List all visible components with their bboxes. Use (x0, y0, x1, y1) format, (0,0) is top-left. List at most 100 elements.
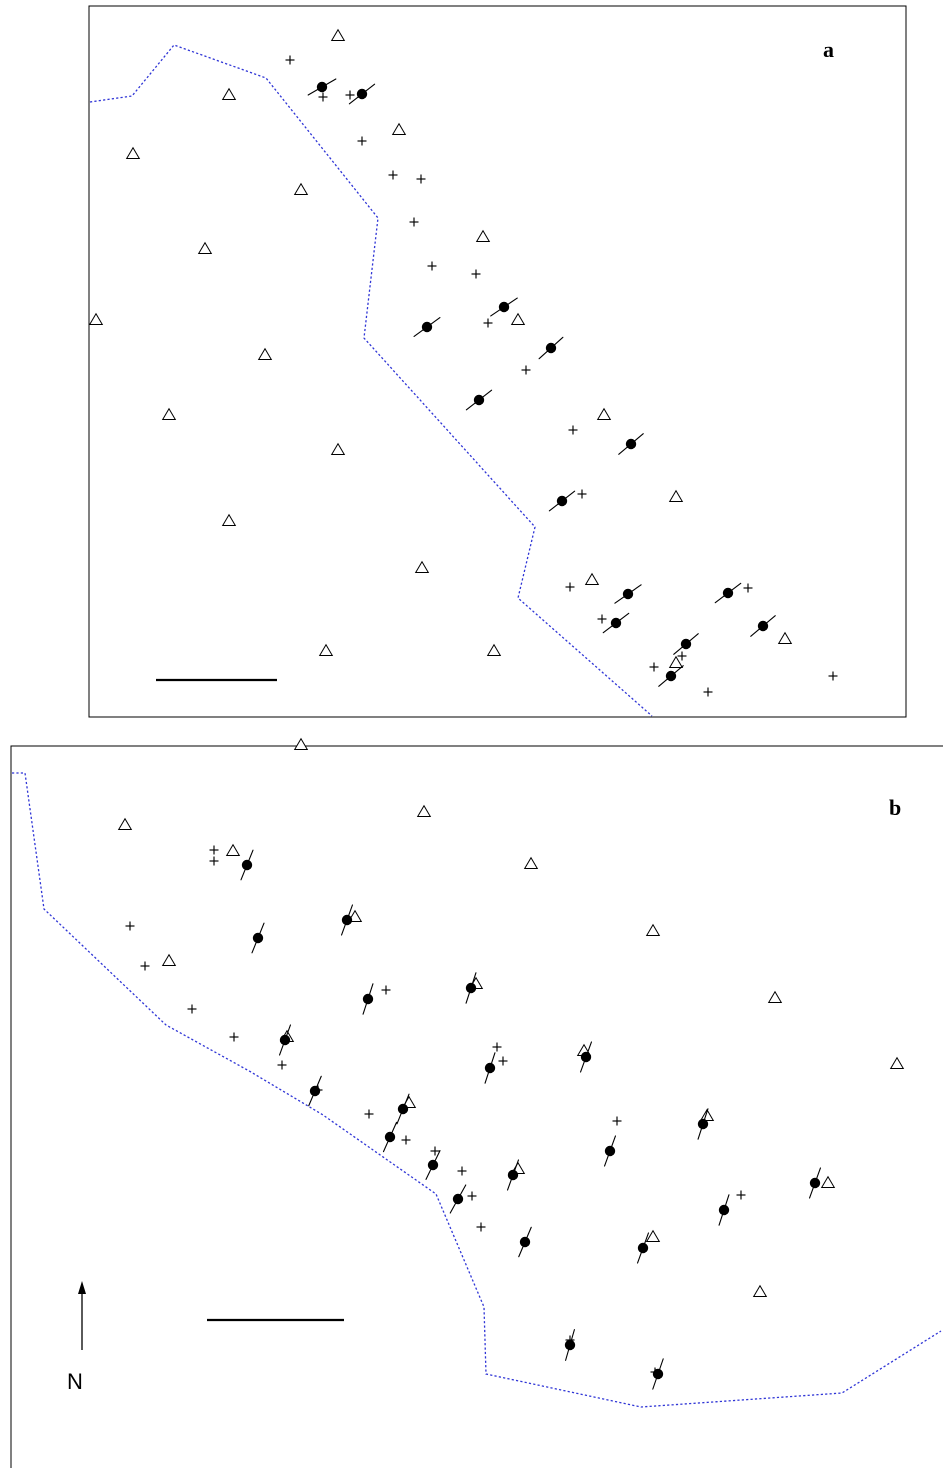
panel-b-dot-circle-6 (279, 1034, 291, 1046)
panel-a-triangle-marker-15 (221, 513, 237, 527)
panel-a-label: a (823, 37, 834, 62)
panel-b-dot-circle-15 (507, 1169, 519, 1181)
panel-b-dot-marker-20 (636, 1232, 650, 1264)
panel-b-dot-marker-17 (808, 1167, 822, 1199)
panel-b-triangle-marker-2 (117, 817, 133, 831)
panel-b-plus-marker-5 (187, 1004, 197, 1014)
panel-b-triangle-marker-13 (889, 1056, 905, 1070)
panel-b-dot-circle-1 (241, 859, 253, 871)
panel-a-plus-marker-2 (318, 92, 328, 102)
panel-a-plus-marker-18 (677, 651, 687, 661)
panel-a-plus-marker-4 (357, 136, 367, 146)
panel-b-dot-circle-9 (484, 1062, 496, 1074)
panel-a-triangle-marker-3 (391, 122, 407, 136)
panel-b-dot-circle-17 (809, 1177, 821, 1189)
panel-a-dot-marker-11 (714, 582, 742, 604)
panel-b-triangle-marker-5 (523, 856, 539, 870)
panel-a-triangle-marker-14 (668, 489, 684, 503)
panel-a: a (88, 5, 907, 718)
panel-a-triangle-marker-13 (330, 442, 346, 456)
panel-a-dot-circle-3 (498, 301, 510, 313)
panel-b-dot-circle-8 (309, 1085, 321, 1097)
panel-a-dot-marker-1 (307, 78, 337, 96)
panel-b-dot-marker-13 (603, 1135, 617, 1167)
panel-a-plus-marker-9 (471, 269, 481, 279)
panel-a-plus-marker-19 (703, 687, 713, 697)
panel-a-dots (307, 78, 776, 687)
panel-b-dot-marker-19 (518, 1226, 532, 1258)
panel-a-plus-marker-6 (416, 174, 426, 184)
panel-b-triangle-marker-17 (820, 1175, 836, 1189)
panel-a-plus-marker-17 (649, 662, 659, 672)
panel-a-plus-marker-12 (568, 425, 578, 435)
panel-b-dot-marker-2 (251, 922, 265, 954)
panel-a-plus-marker-15 (597, 614, 607, 624)
panel-a-dot-marker-7 (618, 433, 644, 455)
panel-b-dot-circle-14 (427, 1159, 439, 1171)
panel-a-dot-marker-12 (750, 615, 776, 637)
panel-b-triangle-marker-19 (752, 1284, 768, 1298)
panel-a-triangle-marker-10 (257, 347, 273, 361)
panel-a-dot-circle-9 (622, 588, 634, 600)
panel-b-dot-marker-15 (506, 1159, 520, 1191)
panel-b-dot-marker-3 (340, 904, 354, 936)
panel-a-dot-marker-6 (465, 389, 493, 411)
panel-a-triangle-marker-20 (486, 643, 502, 657)
panel-b-dot-marker-16 (449, 1184, 467, 1214)
panel-b-triangle-marker-3 (416, 804, 432, 818)
panel-b-plus-marker-18 (736, 1190, 746, 1200)
panel-b-dot-marker-10 (396, 1093, 410, 1125)
panel-b-dot-marker-1 (240, 849, 254, 881)
panel-b: N b (10, 737, 943, 1468)
panel-a-dot-circle-13 (680, 638, 692, 650)
panel-b-dot-circle-11 (697, 1118, 709, 1130)
panel-b-dot-marker-6 (278, 1024, 292, 1056)
panel-a-dot-circle-6 (473, 394, 485, 406)
panel-a-triangle-marker-4 (125, 146, 141, 160)
panel-a-triangle-marker-16 (414, 560, 430, 574)
panel-a-dot-circle-12 (757, 620, 769, 632)
panel-b-dot-marker-9 (484, 1052, 496, 1084)
panel-b-dot-marker-11 (697, 1108, 709, 1140)
panel-a-plus-marker-11 (521, 365, 531, 375)
panel-b-dot-circle-7 (580, 1051, 592, 1063)
panel-a-triangle-marker-6 (197, 241, 213, 255)
panel-a-dot-marker-14 (658, 665, 684, 687)
panel-a-triangle-marker-2 (221, 87, 237, 101)
panel-a-plus-marker-16 (743, 583, 753, 593)
panel-b-plus-marker-12 (364, 1109, 374, 1119)
panel-a-triangle-marker-8 (88, 312, 104, 326)
panel-b-dot-marker-7 (579, 1041, 593, 1073)
panel-b-dot-circle-18 (718, 1204, 730, 1216)
panel-a-dot-marker-9 (614, 584, 642, 604)
panel-b-dot-circle-20 (637, 1242, 649, 1254)
panel-a-triangle-marker-21 (668, 655, 684, 669)
panel-b-plus-marker-13 (401, 1135, 411, 1145)
panel-b-triangle-marker-15 (699, 1108, 715, 1122)
panel-b-dot-circle-12 (384, 1131, 396, 1143)
panel-a-plus-marker-10 (483, 318, 493, 328)
panel-a-frame (88, 5, 907, 718)
panel-b-dot-circle-21 (564, 1339, 576, 1351)
panel-b-plus-marker-4 (140, 961, 150, 971)
panel-b-plus-marker-8 (381, 985, 391, 995)
panel-b-plus-marker-2 (209, 856, 219, 866)
panel-a-dot-marker-8 (548, 490, 576, 512)
panel-b-dot-circle-5 (465, 982, 477, 994)
panel-a-dot-circle-11 (722, 587, 734, 599)
panel-a-triangle-marker-12 (596, 407, 612, 421)
panel-b-triangle-marker-1 (293, 737, 309, 751)
panel-b-dot-marker-14 (425, 1150, 441, 1180)
panel-a-dot-marker-3 (490, 297, 518, 317)
panel-a-plus-marker-13 (577, 489, 587, 499)
panel-b-triangle-marker-7 (645, 923, 661, 937)
panel-b-plus-marker-10 (498, 1056, 508, 1066)
panel-b-triangle-marker-18 (645, 1229, 661, 1243)
panel-a-triangle-marker-7 (475, 229, 491, 243)
panel-a-dot-circle-2 (356, 88, 368, 100)
panel-b-triangle-marker-8 (161, 953, 177, 967)
panel-a-plus-marker-3 (345, 90, 355, 100)
panel-a-triangle-marker-1 (330, 28, 346, 42)
panel-b-dot-circle-13 (604, 1145, 616, 1157)
